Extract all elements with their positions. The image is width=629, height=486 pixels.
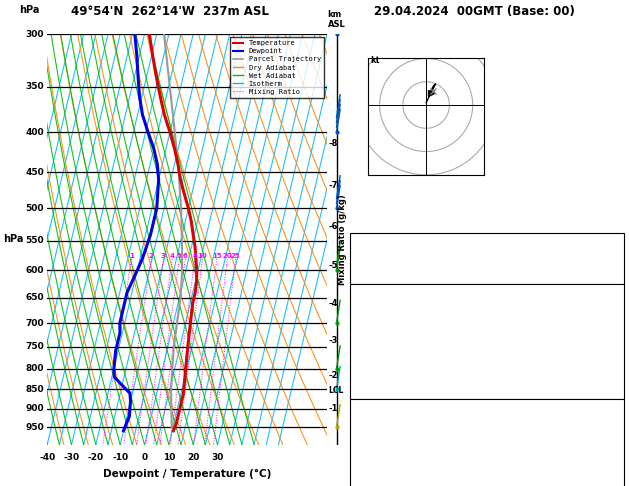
Text: 8: 8	[192, 253, 198, 259]
Text: 0: 0	[615, 363, 621, 373]
Text: CIN (J): CIN (J)	[353, 379, 384, 389]
Text: 450: 450	[25, 168, 44, 177]
Text: 2: 2	[149, 253, 153, 259]
Text: 4: 4	[170, 253, 175, 259]
Text: 14: 14	[609, 347, 621, 357]
Text: -1: -1	[328, 404, 338, 413]
Text: 1: 1	[129, 253, 134, 259]
Text: kt: kt	[370, 56, 380, 65]
Text: 500: 500	[26, 204, 44, 213]
Text: 300: 300	[26, 30, 44, 38]
Text: 850: 850	[25, 385, 44, 394]
Text: 25: 25	[231, 253, 240, 259]
Text: Surface: Surface	[466, 288, 508, 298]
Legend: Temperature, Dewpoint, Parcel Trajectory, Dry Adiabat, Wet Adiabat, Isotherm, Mi: Temperature, Dewpoint, Parcel Trajectory…	[230, 37, 323, 98]
Text: Dewp (°C): Dewp (°C)	[353, 315, 404, 325]
Text: 20: 20	[187, 453, 199, 463]
Text: 650: 650	[25, 293, 44, 302]
Text: 29: 29	[608, 255, 621, 265]
Text: hPa: hPa	[19, 5, 39, 15]
Text: 400: 400	[25, 128, 44, 137]
Text: -4: -4	[328, 299, 338, 308]
Text: Mixing Ratio (g/kg): Mixing Ratio (g/kg)	[338, 194, 347, 285]
Text: Dewpoint / Temperature (°C): Dewpoint / Temperature (°C)	[103, 469, 271, 479]
Text: 750: 750	[25, 342, 44, 351]
Text: PW (cm): PW (cm)	[353, 270, 395, 280]
Text: Pressure (mb): Pressure (mb)	[353, 413, 422, 423]
Text: 10: 10	[198, 253, 208, 259]
Text: km
ASL: km ASL	[328, 10, 345, 29]
Text: 49°54'N  262°14'W  237m ASL: 49°54'N 262°14'W 237m ASL	[71, 5, 269, 18]
Text: 296: 296	[603, 331, 621, 341]
Text: 700: 700	[603, 413, 621, 423]
Text: 0: 0	[615, 466, 621, 476]
Text: -0.2: -0.2	[602, 315, 621, 325]
Text: -10: -10	[112, 453, 128, 463]
Text: 20: 20	[223, 253, 232, 259]
Text: 29.04.2024  00GMT (Base: 00): 29.04.2024 00GMT (Base: 00)	[374, 5, 576, 18]
Text: 800: 800	[26, 364, 44, 373]
Text: -6: -6	[328, 222, 338, 231]
Text: 0: 0	[142, 453, 148, 463]
Text: -7: -7	[328, 181, 338, 190]
Text: 6: 6	[183, 253, 187, 259]
Text: 0: 0	[615, 379, 621, 389]
Text: Temp (°C): Temp (°C)	[353, 299, 402, 309]
Text: 0: 0	[615, 483, 621, 486]
Text: 10: 10	[163, 453, 175, 463]
Text: 550: 550	[25, 236, 44, 245]
Text: θe (K): θe (K)	[353, 431, 382, 441]
Text: Lifted Index: Lifted Index	[353, 448, 411, 458]
Text: 0.68: 0.68	[599, 270, 621, 280]
Text: 600: 600	[26, 266, 44, 275]
Text: 3: 3	[161, 253, 166, 259]
Text: θe(K): θe(K)	[353, 331, 379, 341]
Text: 11: 11	[609, 299, 621, 309]
Text: Lifted Index: Lifted Index	[353, 347, 411, 357]
Text: 30: 30	[211, 453, 224, 463]
Text: 350: 350	[25, 82, 44, 91]
Text: -8: -8	[611, 239, 621, 249]
Text: © weatheronline.co.uk: © weatheronline.co.uk	[416, 471, 521, 480]
Text: hPa: hPa	[3, 234, 23, 244]
Text: 302: 302	[603, 431, 621, 441]
Text: 5: 5	[177, 253, 182, 259]
Text: Totals Totals: Totals Totals	[353, 255, 413, 265]
Text: CIN (J): CIN (J)	[353, 483, 384, 486]
Text: -40: -40	[39, 453, 55, 463]
Text: CAPE (J): CAPE (J)	[353, 466, 392, 476]
Text: -5: -5	[328, 261, 338, 270]
Text: CAPE (J): CAPE (J)	[353, 363, 392, 373]
Text: -8: -8	[328, 139, 338, 148]
Text: -20: -20	[88, 453, 104, 463]
Text: K: K	[353, 239, 360, 249]
Text: -3: -3	[328, 336, 338, 345]
Text: 700: 700	[25, 318, 44, 328]
Text: 15: 15	[212, 253, 221, 259]
Text: -30: -30	[64, 453, 80, 463]
Text: -2: -2	[328, 371, 338, 380]
Text: 900: 900	[25, 404, 44, 413]
Text: Most Unstable: Most Unstable	[448, 402, 526, 413]
Text: 9: 9	[615, 448, 621, 458]
Text: 950: 950	[25, 423, 44, 432]
Text: LCL: LCL	[328, 386, 343, 395]
